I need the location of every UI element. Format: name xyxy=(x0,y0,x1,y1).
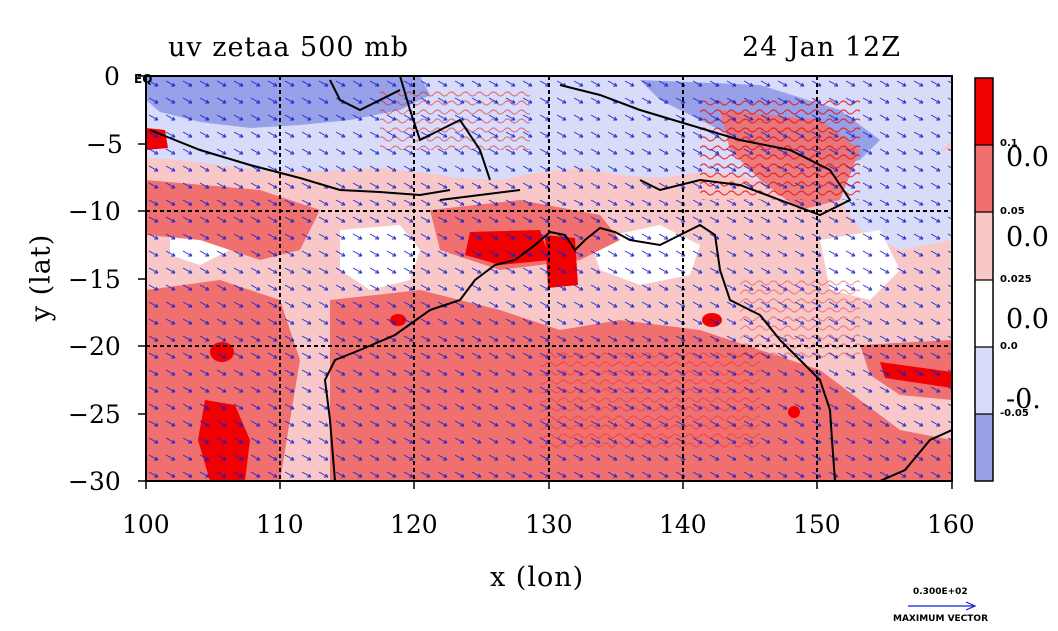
colorbar-swatch-6 xyxy=(975,414,993,481)
colorbar-level-4: 0.0 xyxy=(1000,341,1018,352)
y-tick-minus30: −30 xyxy=(68,467,121,496)
graticule xyxy=(146,76,952,481)
indonesia-java xyxy=(149,129,451,197)
colorbar-big-1: 0.0 xyxy=(1006,142,1049,173)
vorticity-field xyxy=(146,76,952,481)
colorbar-level-2: 0.05 xyxy=(1000,206,1025,217)
x-tick-160: 160 xyxy=(927,510,975,539)
x-tick-150: 150 xyxy=(793,510,841,539)
y-tick-minus10: −10 xyxy=(68,197,121,226)
vector-key-value: 0.300E+02 xyxy=(913,587,968,597)
x-tick-120: 120 xyxy=(390,510,438,539)
y-tick-minus15: −15 xyxy=(68,265,121,294)
colorbar-big-4: -0. xyxy=(1006,384,1041,415)
y-tick-0: 0 xyxy=(104,62,120,91)
y-tick-minus25: −25 xyxy=(68,400,121,429)
colorbar-level-5: -0.05 xyxy=(1000,408,1029,419)
equator-label: EQ xyxy=(134,72,153,86)
x-tick-130: 130 xyxy=(525,510,573,539)
x-tick-110: 110 xyxy=(256,510,304,539)
colorbar-big-2: 0.0 xyxy=(1006,222,1049,253)
colorbar-swatch-3 xyxy=(975,212,993,280)
x-axis-label: x (lon) xyxy=(490,562,585,593)
coastlines xyxy=(149,76,952,481)
colorbar-level-1: 0.1 xyxy=(1000,138,1018,149)
colorbar-swatch-1 xyxy=(975,78,993,145)
colorbar-level-3: 0.025 xyxy=(1000,274,1032,285)
colorbar-swatch-4 xyxy=(975,280,993,347)
y-tick-minus5: −5 xyxy=(86,130,123,159)
vector-key-label: MAXIMUM VECTOR xyxy=(893,614,989,624)
plot-date: 24 Jan 12Z xyxy=(742,32,901,63)
y-tick-minus20: −20 xyxy=(68,332,121,361)
colorbar xyxy=(974,77,994,482)
vector-key-arrow xyxy=(908,601,977,611)
colorbar-swatch-5 xyxy=(975,347,993,414)
colorbar-big-3: 0.0 xyxy=(1006,304,1049,335)
timor-coast xyxy=(439,189,521,201)
plot-title: uv zetaa 500 mb xyxy=(168,32,410,63)
tick-marks xyxy=(138,75,953,489)
x-tick-100: 100 xyxy=(122,510,170,539)
colorbar-swatch-2 xyxy=(975,145,993,212)
australia-coast xyxy=(323,223,952,481)
x-tick-140: 140 xyxy=(659,510,707,539)
y-axis-label: y (lat) xyxy=(25,233,57,322)
borneo-coast xyxy=(329,79,401,112)
sulawesi-coast xyxy=(399,76,491,181)
new-guinea-coast xyxy=(559,84,852,217)
